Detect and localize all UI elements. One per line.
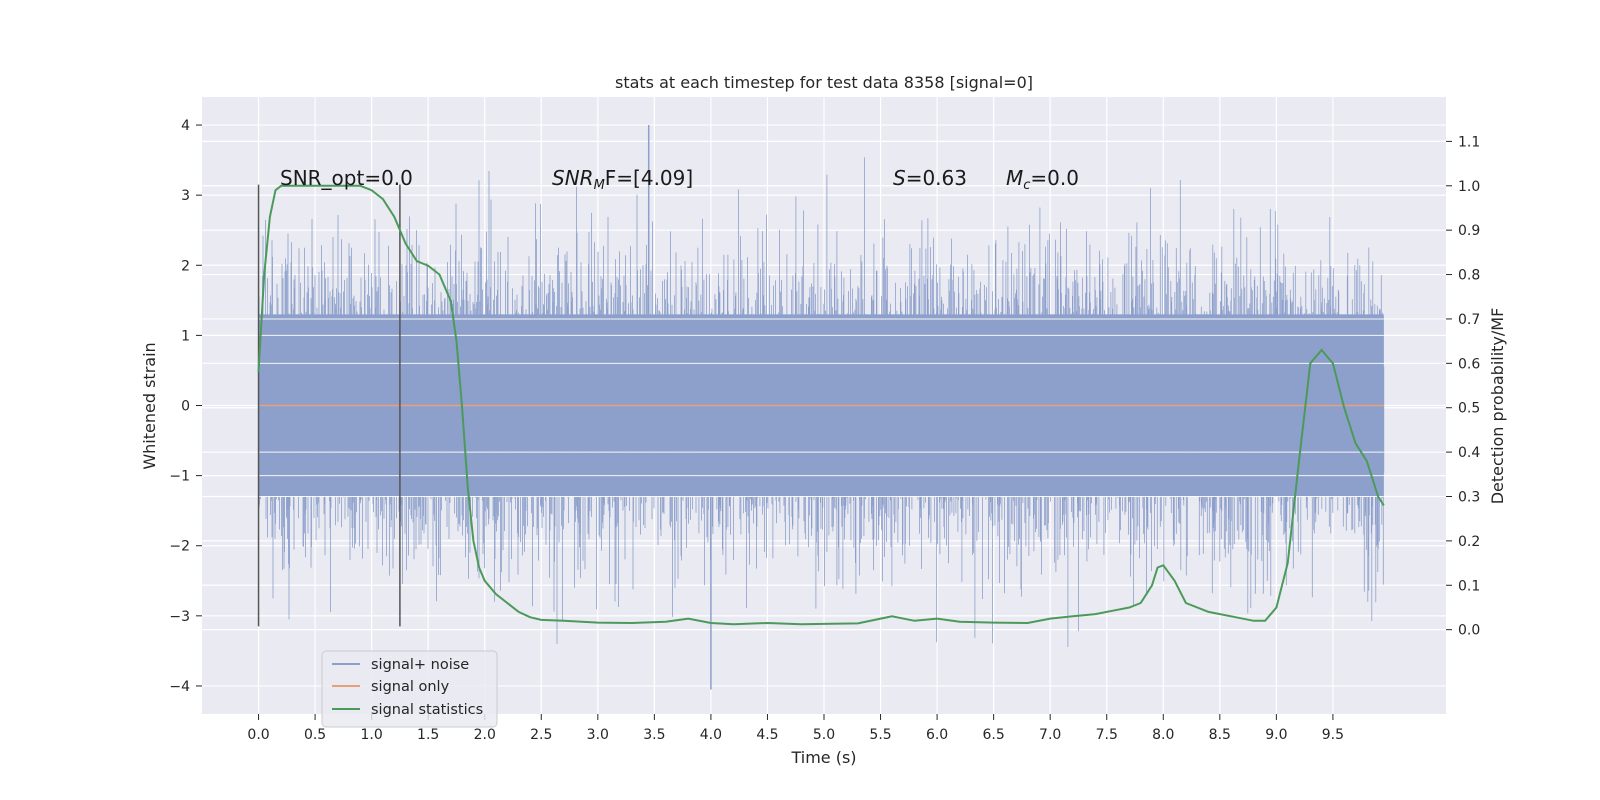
y2-tick-label-0: 1.1: [1458, 134, 1480, 150]
snr-mf-rest: F=[4.09]: [605, 166, 693, 190]
x-tick-label-8: 4.0: [700, 727, 722, 743]
y-tick-label-3: 1: [181, 328, 190, 344]
annotation-snr-opt: SNR_opt=0.0: [280, 166, 413, 190]
x-tick-label-17: 8.5: [1209, 727, 1231, 743]
x-tick-label-16: 8.0: [1152, 727, 1174, 743]
y2-axis-label: Detection probability/MF: [1488, 308, 1507, 505]
x-tick-label-9: 4.5: [756, 727, 778, 743]
y2-tick-label-2: 0.9: [1458, 223, 1480, 239]
x-tick-label-3: 1.5: [417, 727, 439, 743]
mc-rest: =0.0: [1030, 166, 1079, 190]
chart-title: stats at each timestep for test data 835…: [615, 73, 1033, 92]
y-tick-label-6: −2: [169, 539, 190, 555]
y2-tick-label-5: 0.6: [1458, 356, 1480, 372]
y-axis-ticks: 4 3 2 1 0 −1 −2 −3 −4: [169, 118, 202, 695]
snr-mf-sub: M: [594, 178, 605, 193]
mc-sub: c: [1023, 178, 1030, 193]
y-tick-label-5: −1: [169, 469, 190, 485]
y2-tick-label-3: 0.8: [1458, 268, 1480, 284]
x-tick-label-7: 3.5: [643, 727, 665, 743]
x-tick-label-11: 5.5: [869, 727, 891, 743]
x-tick-label-13: 6.5: [983, 727, 1005, 743]
y2-tick-label-6: 0.5: [1458, 401, 1480, 417]
y2-tick-label-9: 0.2: [1458, 534, 1480, 550]
x-tick-label-12: 6.0: [926, 727, 948, 743]
vertical-markers: [257, 184, 401, 627]
y2-tick-label-7: 0.4: [1458, 445, 1480, 461]
y-tick-label-7: −3: [169, 609, 190, 625]
y-axis-label: Whitened strain: [140, 342, 159, 469]
x-tick-label-18: 9.0: [1265, 727, 1287, 743]
x-axis-label: Time (s): [790, 748, 856, 767]
legend-label-signal-only: signal only: [371, 679, 450, 695]
legend-box: [321, 650, 498, 728]
annotation-snr-mf: SNRMF=[4.09]: [552, 166, 693, 193]
y-tick-label-2: 2: [181, 258, 190, 274]
x-tick-label-1: 0.5: [304, 727, 326, 743]
x-tick-label-2: 1.0: [361, 727, 383, 743]
y2-tick-label-4: 0.7: [1458, 312, 1480, 328]
legend-label-signal-plus-noise: signal+ noise: [371, 657, 469, 673]
y2-tick-label-10: 0.1: [1458, 578, 1480, 594]
x-tick-label-0: 0.0: [247, 727, 269, 743]
y-tick-label-1: 3: [181, 188, 190, 204]
y2-tick-label-11: 0.0: [1458, 623, 1480, 639]
x-tick-label-5: 2.5: [530, 727, 552, 743]
s-base: S: [893, 166, 906, 190]
legend: signal+ noise signal only signal statist…: [321, 650, 498, 728]
y-tick-label-4: 0: [181, 399, 190, 415]
y2-axis-ticks: 1.1 1.0 0.9 0.8 0.7 0.6 0.5 0.4 0.3 0.2 0.1 0.0: [1446, 134, 1480, 639]
x-tick-label-6: 3.0: [587, 727, 609, 743]
mc-base: M: [1006, 166, 1023, 190]
grid-overlay: [258, 318, 1384, 497]
x-tick-label-19: 9.5: [1322, 727, 1344, 743]
x-tick-label-14: 7.0: [1039, 727, 1061, 743]
y2-tick-label-1: 1.0: [1458, 179, 1480, 195]
y-tick-label-8: −4: [169, 679, 190, 695]
s-rest: =0.63: [906, 166, 967, 190]
x-tick-label-15: 7.5: [1096, 727, 1118, 743]
x-tick-label-10: 5.0: [813, 727, 835, 743]
legend-label-signal-statistics: signal statistics: [371, 702, 483, 718]
snr-mf-base: SNR: [552, 166, 594, 190]
series-signal-statistics-line: [257, 184, 1385, 626]
x-axis-ticks: 0.0 0.5 1.0 1.5 2.0 2.5 3.0 3.5 4.0 4.5 5.0 5.5 6.0 6…: [247, 714, 1344, 743]
annotation-s: S=0.63: [893, 166, 967, 190]
y-tick-label-0: 4: [181, 118, 190, 134]
annotation-mc: Mc=0.0: [1006, 166, 1079, 193]
x-tick-label-4: 2.0: [474, 727, 496, 743]
y2-tick-label-8: 0.3: [1458, 489, 1480, 505]
